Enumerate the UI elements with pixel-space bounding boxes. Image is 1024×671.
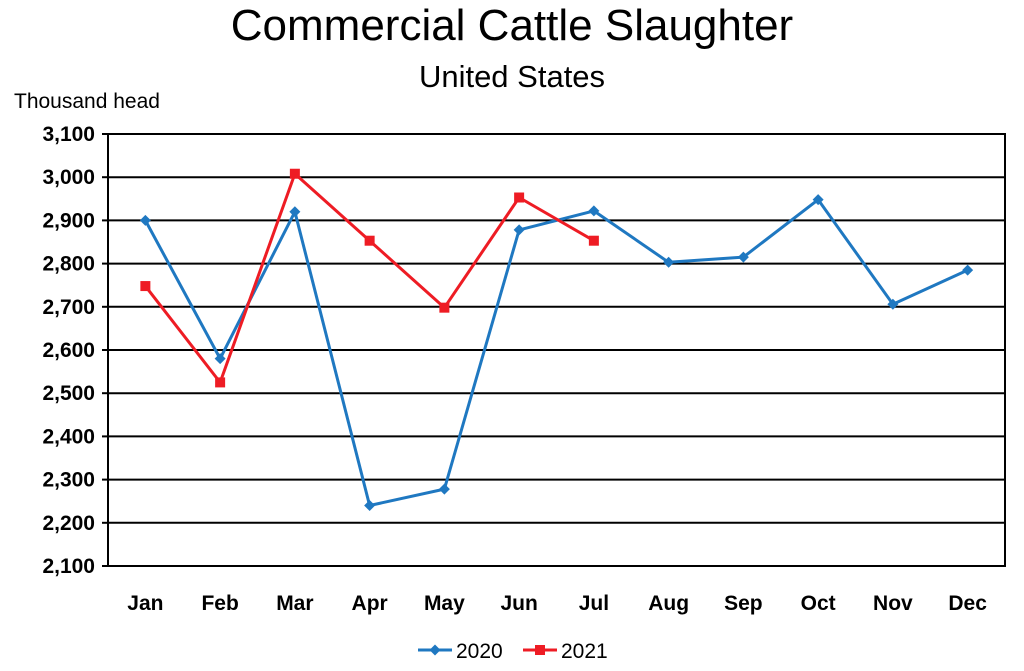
data-point	[513, 224, 525, 236]
x-axis-ticks: Jan Feb Mar Apr May Jun Jul Aug Sep Oct Nov Dec	[127, 592, 987, 615]
y-axis-unit-label: Thousand head	[14, 90, 160, 113]
data-point	[439, 302, 450, 313]
data-point	[364, 500, 376, 512]
data-point	[215, 377, 226, 388]
y-tick-label: 2,800	[42, 253, 95, 276]
chart-title: Commercial Cattle Slaughter	[231, 1, 793, 50]
x-tick-label: Jan	[127, 592, 163, 615]
legend-label-2021: 2021	[561, 640, 608, 663]
y-tick-label: 2,500	[42, 382, 95, 405]
y-tick-label: 2,300	[42, 469, 95, 492]
legend-label-2020: 2020	[456, 640, 503, 663]
x-tick-label: Mar	[276, 592, 313, 615]
data-point	[214, 353, 226, 365]
y-tick-label: 3,000	[42, 166, 95, 189]
data-point	[139, 214, 151, 226]
data-point	[289, 168, 300, 179]
series-layer	[139, 168, 974, 512]
series-2020	[139, 194, 974, 512]
x-tick-label: Oct	[801, 592, 836, 615]
chart-subtitle: United States	[419, 59, 605, 94]
data-point	[364, 235, 375, 246]
y-tick-label: 2,200	[42, 512, 95, 535]
y-axis-ticks: 2,100 2,200 2,300 2,400 2,500 2,600 2,700 2,800…	[42, 123, 108, 578]
series-2021	[140, 168, 599, 388]
y-tick-label: 2,400	[42, 425, 95, 448]
data-point	[289, 206, 301, 218]
x-tick-label: Apr	[352, 592, 388, 615]
data-point	[962, 264, 974, 276]
x-tick-label: Sep	[724, 592, 763, 615]
x-tick-label: Dec	[948, 592, 987, 615]
data-point	[514, 192, 525, 203]
legend-marker-2020	[429, 644, 441, 656]
y-tick-label: 2,700	[42, 296, 95, 319]
data-point	[438, 483, 450, 495]
plot-area-frame	[107, 133, 1006, 567]
data-point	[887, 298, 899, 310]
data-point	[588, 205, 600, 217]
series-line-2021	[144, 172, 595, 384]
y-tick-label: 2,100	[42, 555, 95, 578]
gridlines	[108, 133, 1005, 567]
y-tick-label: 2,900	[42, 209, 95, 232]
data-point	[140, 281, 151, 292]
data-point	[663, 256, 675, 268]
legend-marker-2021	[535, 645, 545, 655]
data-point	[737, 251, 749, 263]
y-tick-label: 2,600	[42, 339, 95, 362]
legend: 2020 2021	[418, 640, 608, 663]
x-tick-label: May	[424, 592, 465, 615]
data-point	[812, 194, 824, 206]
x-tick-label: Jul	[579, 592, 609, 615]
x-tick-label: Jun	[500, 592, 537, 615]
x-tick-label: Feb	[201, 592, 238, 615]
x-tick-label: Nov	[873, 592, 913, 615]
x-tick-label: Aug	[648, 592, 689, 615]
data-point	[588, 235, 599, 246]
y-tick-label: 3,100	[42, 123, 95, 146]
